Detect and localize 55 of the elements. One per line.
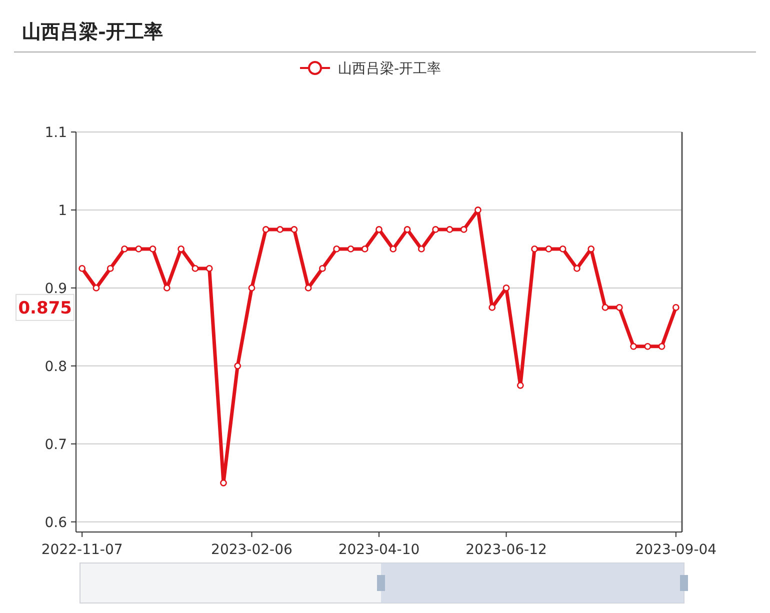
y-tick-label: 1 — [58, 202, 67, 219]
point — [602, 304, 609, 311]
point — [588, 246, 595, 252]
point — [672, 304, 680, 311]
point — [206, 265, 213, 272]
point — [248, 284, 256, 292]
point — [460, 226, 468, 233]
point — [488, 304, 496, 311]
point — [516, 382, 524, 389]
point — [446, 226, 454, 233]
point — [135, 246, 142, 252]
point — [573, 265, 580, 272]
point — [78, 265, 86, 272]
chart-title: 山西吕梁-开工率 — [22, 21, 163, 43]
point — [347, 246, 354, 252]
point — [234, 362, 242, 370]
point — [531, 246, 538, 252]
y-tick-label: 0.9 — [44, 280, 67, 297]
legend-label: 山西吕梁-开工率 — [338, 61, 442, 77]
point — [559, 246, 566, 252]
x-tick-label: 2023-04-10 — [338, 542, 420, 558]
point — [658, 342, 666, 350]
x-tick-label: 2023-09-04 — [635, 542, 717, 558]
point — [361, 246, 368, 252]
point — [404, 226, 411, 233]
point — [630, 342, 637, 350]
point — [333, 246, 340, 252]
point — [644, 342, 652, 350]
point — [502, 284, 510, 292]
point — [418, 246, 425, 252]
point — [192, 265, 199, 272]
point — [92, 284, 100, 292]
point — [149, 246, 156, 252]
point — [121, 246, 128, 252]
point — [616, 304, 623, 311]
point — [390, 246, 397, 252]
x-tick-label: 2023-02-06 — [211, 542, 293, 558]
point — [318, 265, 326, 272]
y-tick-label: 0.6 — [44, 514, 68, 531]
point — [545, 246, 552, 252]
x-tick-label: 2022-11-07 — [41, 542, 123, 558]
point — [106, 265, 114, 272]
y-tick-label: 0.8 — [44, 358, 67, 375]
point — [432, 226, 440, 233]
y-tick-label: 0.7 — [44, 436, 67, 453]
point — [220, 479, 227, 486]
point — [290, 226, 298, 233]
point — [376, 226, 382, 233]
x-tick-label: 2023-06-12 — [466, 542, 547, 558]
point — [262, 226, 270, 233]
y-tick-label: 1.1 — [44, 125, 67, 141]
point — [474, 206, 482, 214]
point — [178, 246, 185, 252]
point — [276, 226, 284, 233]
text: 0.875 — [18, 298, 72, 318]
